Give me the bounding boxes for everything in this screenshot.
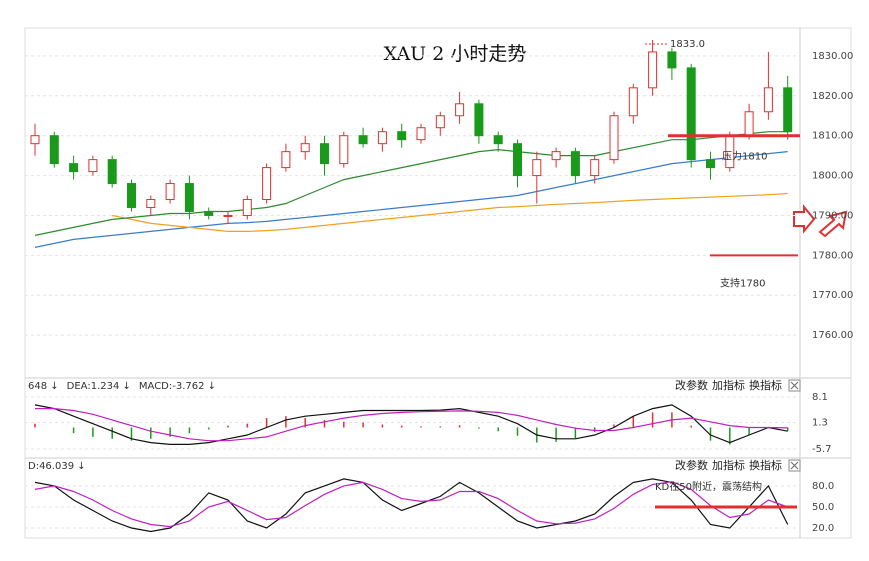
candle-body <box>686 67 696 161</box>
y-tick-label: -5.7 <box>812 444 832 455</box>
candle-body <box>513 143 522 177</box>
button[interactable]: 加指标 <box>712 378 745 392</box>
candle-body <box>609 115 619 161</box>
candle-body <box>474 103 484 137</box>
close-icon <box>790 461 799 470</box>
candle-body <box>242 199 252 216</box>
close-icon <box>790 381 799 390</box>
candle-body <box>281 151 291 169</box>
y-tick-label: 1820.00 <box>812 91 853 102</box>
legend-entry: MACD:-3.762 ↓ <box>139 381 216 392</box>
button[interactable]: 换指标 <box>749 378 782 392</box>
button[interactable]: 加指标 <box>712 458 745 472</box>
candle-body <box>570 151 580 177</box>
candle-body <box>435 115 445 129</box>
y-tick-label: 8.1 <box>812 392 828 403</box>
candle-body <box>204 210 214 216</box>
candle-body <box>455 103 465 117</box>
line-series <box>34 478 789 533</box>
candle-body <box>49 135 59 165</box>
candle-body <box>551 151 561 161</box>
candle-body <box>107 159 117 185</box>
button[interactable]: 换指标 <box>749 458 782 472</box>
y-tick-label: 1760.00 <box>812 330 853 341</box>
candle-body <box>667 51 677 69</box>
frame <box>24 27 852 539</box>
candle-body <box>648 51 658 89</box>
candle-body <box>397 131 407 141</box>
chart-title: XAU 2 小时走势 <box>384 43 527 65</box>
y-tick-label: 1780.00 <box>812 250 853 261</box>
candle-body <box>706 159 715 169</box>
line-series <box>34 131 788 236</box>
candle-body <box>358 135 368 145</box>
candle-body <box>783 87 793 133</box>
y-tick-label: 1810.00 <box>812 131 853 142</box>
candle-body <box>300 143 310 153</box>
candle-body <box>127 183 136 208</box>
annotation: KD在50附近，震荡结构 <box>655 480 762 493</box>
candle-body <box>69 163 79 173</box>
line-series <box>34 404 788 445</box>
button[interactable]: 改参数 <box>675 458 708 472</box>
y-tick-label: 1830.00 <box>812 51 853 62</box>
line-series <box>35 408 788 442</box>
line-series <box>34 481 788 528</box>
y-tick-label: 1800.00 <box>812 171 853 182</box>
y-tick-label: 1.3 <box>812 418 828 429</box>
candle-body <box>262 167 272 201</box>
candle-body <box>320 143 329 165</box>
candle-body <box>184 183 194 212</box>
line-series <box>112 192 788 232</box>
legend-entry: DEA:1.234 ↓ <box>67 381 131 392</box>
annotation: 1833.0 <box>670 39 705 50</box>
legend-entry: D:46.039 ↓ <box>28 461 86 472</box>
candle-body <box>416 127 426 141</box>
y-tick-label: 1790.00 <box>812 210 853 221</box>
y-tick-label: 20.0 <box>812 523 834 534</box>
legend-entry: 648 ↓ <box>28 381 59 392</box>
candle-body <box>223 214 233 217</box>
candle-body <box>88 159 98 173</box>
arrow-icon <box>818 210 848 238</box>
candle-body <box>763 87 773 113</box>
y-tick-label: 50.0 <box>812 502 834 513</box>
candle-body <box>744 111 754 137</box>
y-tick-label: 1770.00 <box>812 290 853 301</box>
candle-body <box>377 131 387 145</box>
annotation: 压力1810 <box>722 150 767 163</box>
arrow-icon <box>793 204 816 234</box>
candle-body <box>590 159 600 177</box>
candle-body <box>146 199 156 208</box>
candle-body <box>493 135 503 145</box>
arrows <box>793 204 848 238</box>
button[interactable]: 改参数 <box>675 378 708 392</box>
candle-body <box>165 183 175 201</box>
candle-body <box>628 87 638 117</box>
annotation: 支持1780 <box>720 276 765 289</box>
candle-body <box>532 159 542 177</box>
candle-body <box>339 135 349 165</box>
candle-body <box>30 135 40 145</box>
line-series <box>34 151 788 248</box>
y-tick-label: 80.0 <box>812 481 834 492</box>
